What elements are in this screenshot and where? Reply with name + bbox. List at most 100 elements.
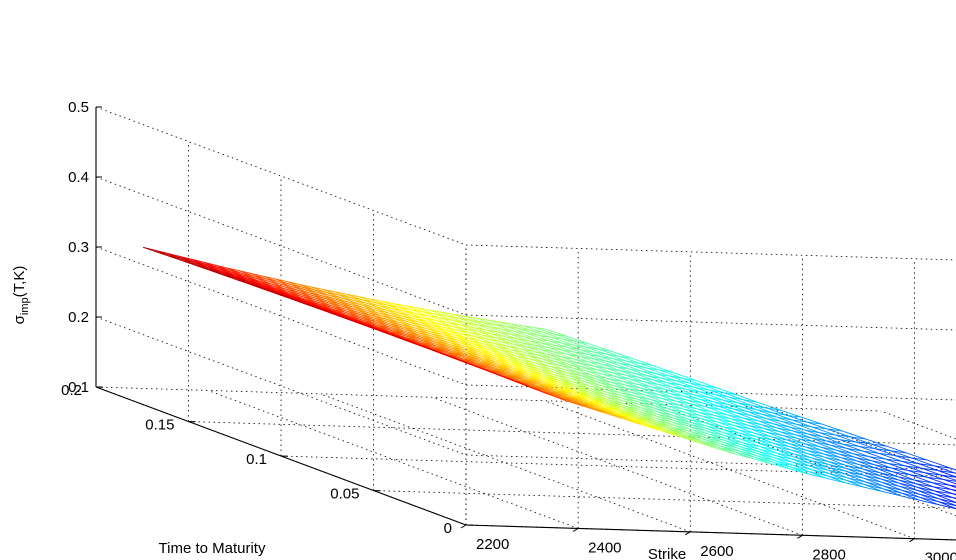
mesh-line xyxy=(826,428,843,432)
y-tick-label: 0.1 xyxy=(246,451,267,468)
mesh-line xyxy=(498,331,517,340)
mesh-line xyxy=(209,269,223,275)
mesh-line xyxy=(721,409,744,419)
grid-line-side-wall xyxy=(95,316,467,456)
mesh-line xyxy=(757,409,778,418)
mesh-line xyxy=(727,414,747,423)
mesh-line xyxy=(670,411,691,421)
mesh-line xyxy=(706,422,724,431)
mesh-line xyxy=(874,464,894,473)
mesh-line xyxy=(402,310,423,319)
mesh-line xyxy=(619,362,643,372)
mesh-line xyxy=(672,386,695,396)
mesh-line xyxy=(782,435,805,445)
mesh-line xyxy=(487,319,508,328)
mesh-line xyxy=(857,460,877,469)
mesh-line xyxy=(789,468,808,475)
mesh-line xyxy=(708,389,730,398)
mesh-line xyxy=(574,358,594,367)
mesh-line xyxy=(290,298,304,304)
mesh-line xyxy=(875,467,894,473)
mesh-line xyxy=(792,461,811,467)
mesh-line xyxy=(183,260,197,267)
mesh-line xyxy=(934,465,955,474)
mesh-line xyxy=(866,481,884,490)
mesh-line xyxy=(883,488,902,494)
mesh-line xyxy=(478,331,497,339)
mesh-line xyxy=(742,417,762,426)
mesh-line xyxy=(910,457,935,467)
grid-layer xyxy=(95,106,956,541)
mesh-line xyxy=(808,433,828,442)
mesh-line xyxy=(829,473,849,479)
mesh-line xyxy=(941,474,956,478)
mesh-line xyxy=(669,393,689,401)
mesh-line xyxy=(390,307,411,316)
x-tick-label: 3000 xyxy=(925,550,956,560)
mesh-line xyxy=(898,479,917,485)
y-tick-label: 0.05 xyxy=(330,486,359,503)
mesh-line xyxy=(485,329,504,337)
mesh-line xyxy=(567,335,588,344)
mesh-line xyxy=(451,313,471,321)
mesh-line xyxy=(434,313,453,321)
mesh-line xyxy=(917,486,935,492)
mesh-line xyxy=(827,440,844,445)
mesh-line xyxy=(579,363,598,371)
mesh-line xyxy=(462,361,476,367)
grid-line-back-wall xyxy=(465,314,956,331)
mesh-line xyxy=(523,325,544,333)
z-tick-label: 0.1 xyxy=(68,379,89,396)
mesh-line xyxy=(513,343,535,353)
mesh-line xyxy=(845,464,864,470)
mesh-line xyxy=(748,424,767,433)
mesh-line xyxy=(850,436,871,445)
mesh-line xyxy=(606,367,626,376)
mesh-line xyxy=(901,460,922,469)
grid-line-floor xyxy=(280,455,956,478)
mesh-line xyxy=(821,423,843,432)
mesh-line xyxy=(830,444,854,455)
mesh-line xyxy=(586,346,607,355)
mesh-line xyxy=(490,333,510,341)
mesh-line xyxy=(612,358,633,367)
mesh-line xyxy=(806,421,828,430)
mesh-line xyxy=(645,394,667,404)
mesh-line xyxy=(951,489,956,492)
mesh-line xyxy=(822,450,841,458)
mesh-line xyxy=(881,481,900,487)
mesh-line xyxy=(499,321,520,330)
mesh-line xyxy=(949,484,956,488)
mesh-line xyxy=(546,329,568,337)
mesh-line xyxy=(809,471,829,477)
mesh-line xyxy=(937,470,955,474)
mesh-line xyxy=(845,473,867,483)
mesh-line xyxy=(766,431,788,441)
mesh-line xyxy=(897,476,916,481)
mesh-line xyxy=(476,324,499,333)
mesh-line xyxy=(723,429,741,437)
mesh-line xyxy=(917,489,936,495)
mesh-line xyxy=(907,469,928,478)
grid-line-floor xyxy=(208,390,579,529)
mesh-line xyxy=(855,441,871,445)
mesh-line xyxy=(857,460,875,466)
mesh-line xyxy=(875,467,898,478)
mesh-line xyxy=(470,320,490,328)
mesh-line xyxy=(920,494,939,503)
mesh-line xyxy=(630,391,651,401)
mesh-line xyxy=(781,421,805,431)
mesh-line xyxy=(886,445,907,454)
mesh-line xyxy=(606,360,629,370)
mesh-line xyxy=(722,426,740,434)
mesh-line xyxy=(422,346,436,352)
mesh-line xyxy=(315,307,329,313)
mesh-line xyxy=(275,292,291,300)
mesh-line xyxy=(847,477,867,483)
mesh-line xyxy=(732,421,751,430)
mesh-line xyxy=(628,388,646,396)
mesh-line xyxy=(932,482,950,486)
mesh-line xyxy=(890,450,912,459)
mesh-line xyxy=(863,486,883,492)
grid-line-side-wall xyxy=(95,176,467,316)
